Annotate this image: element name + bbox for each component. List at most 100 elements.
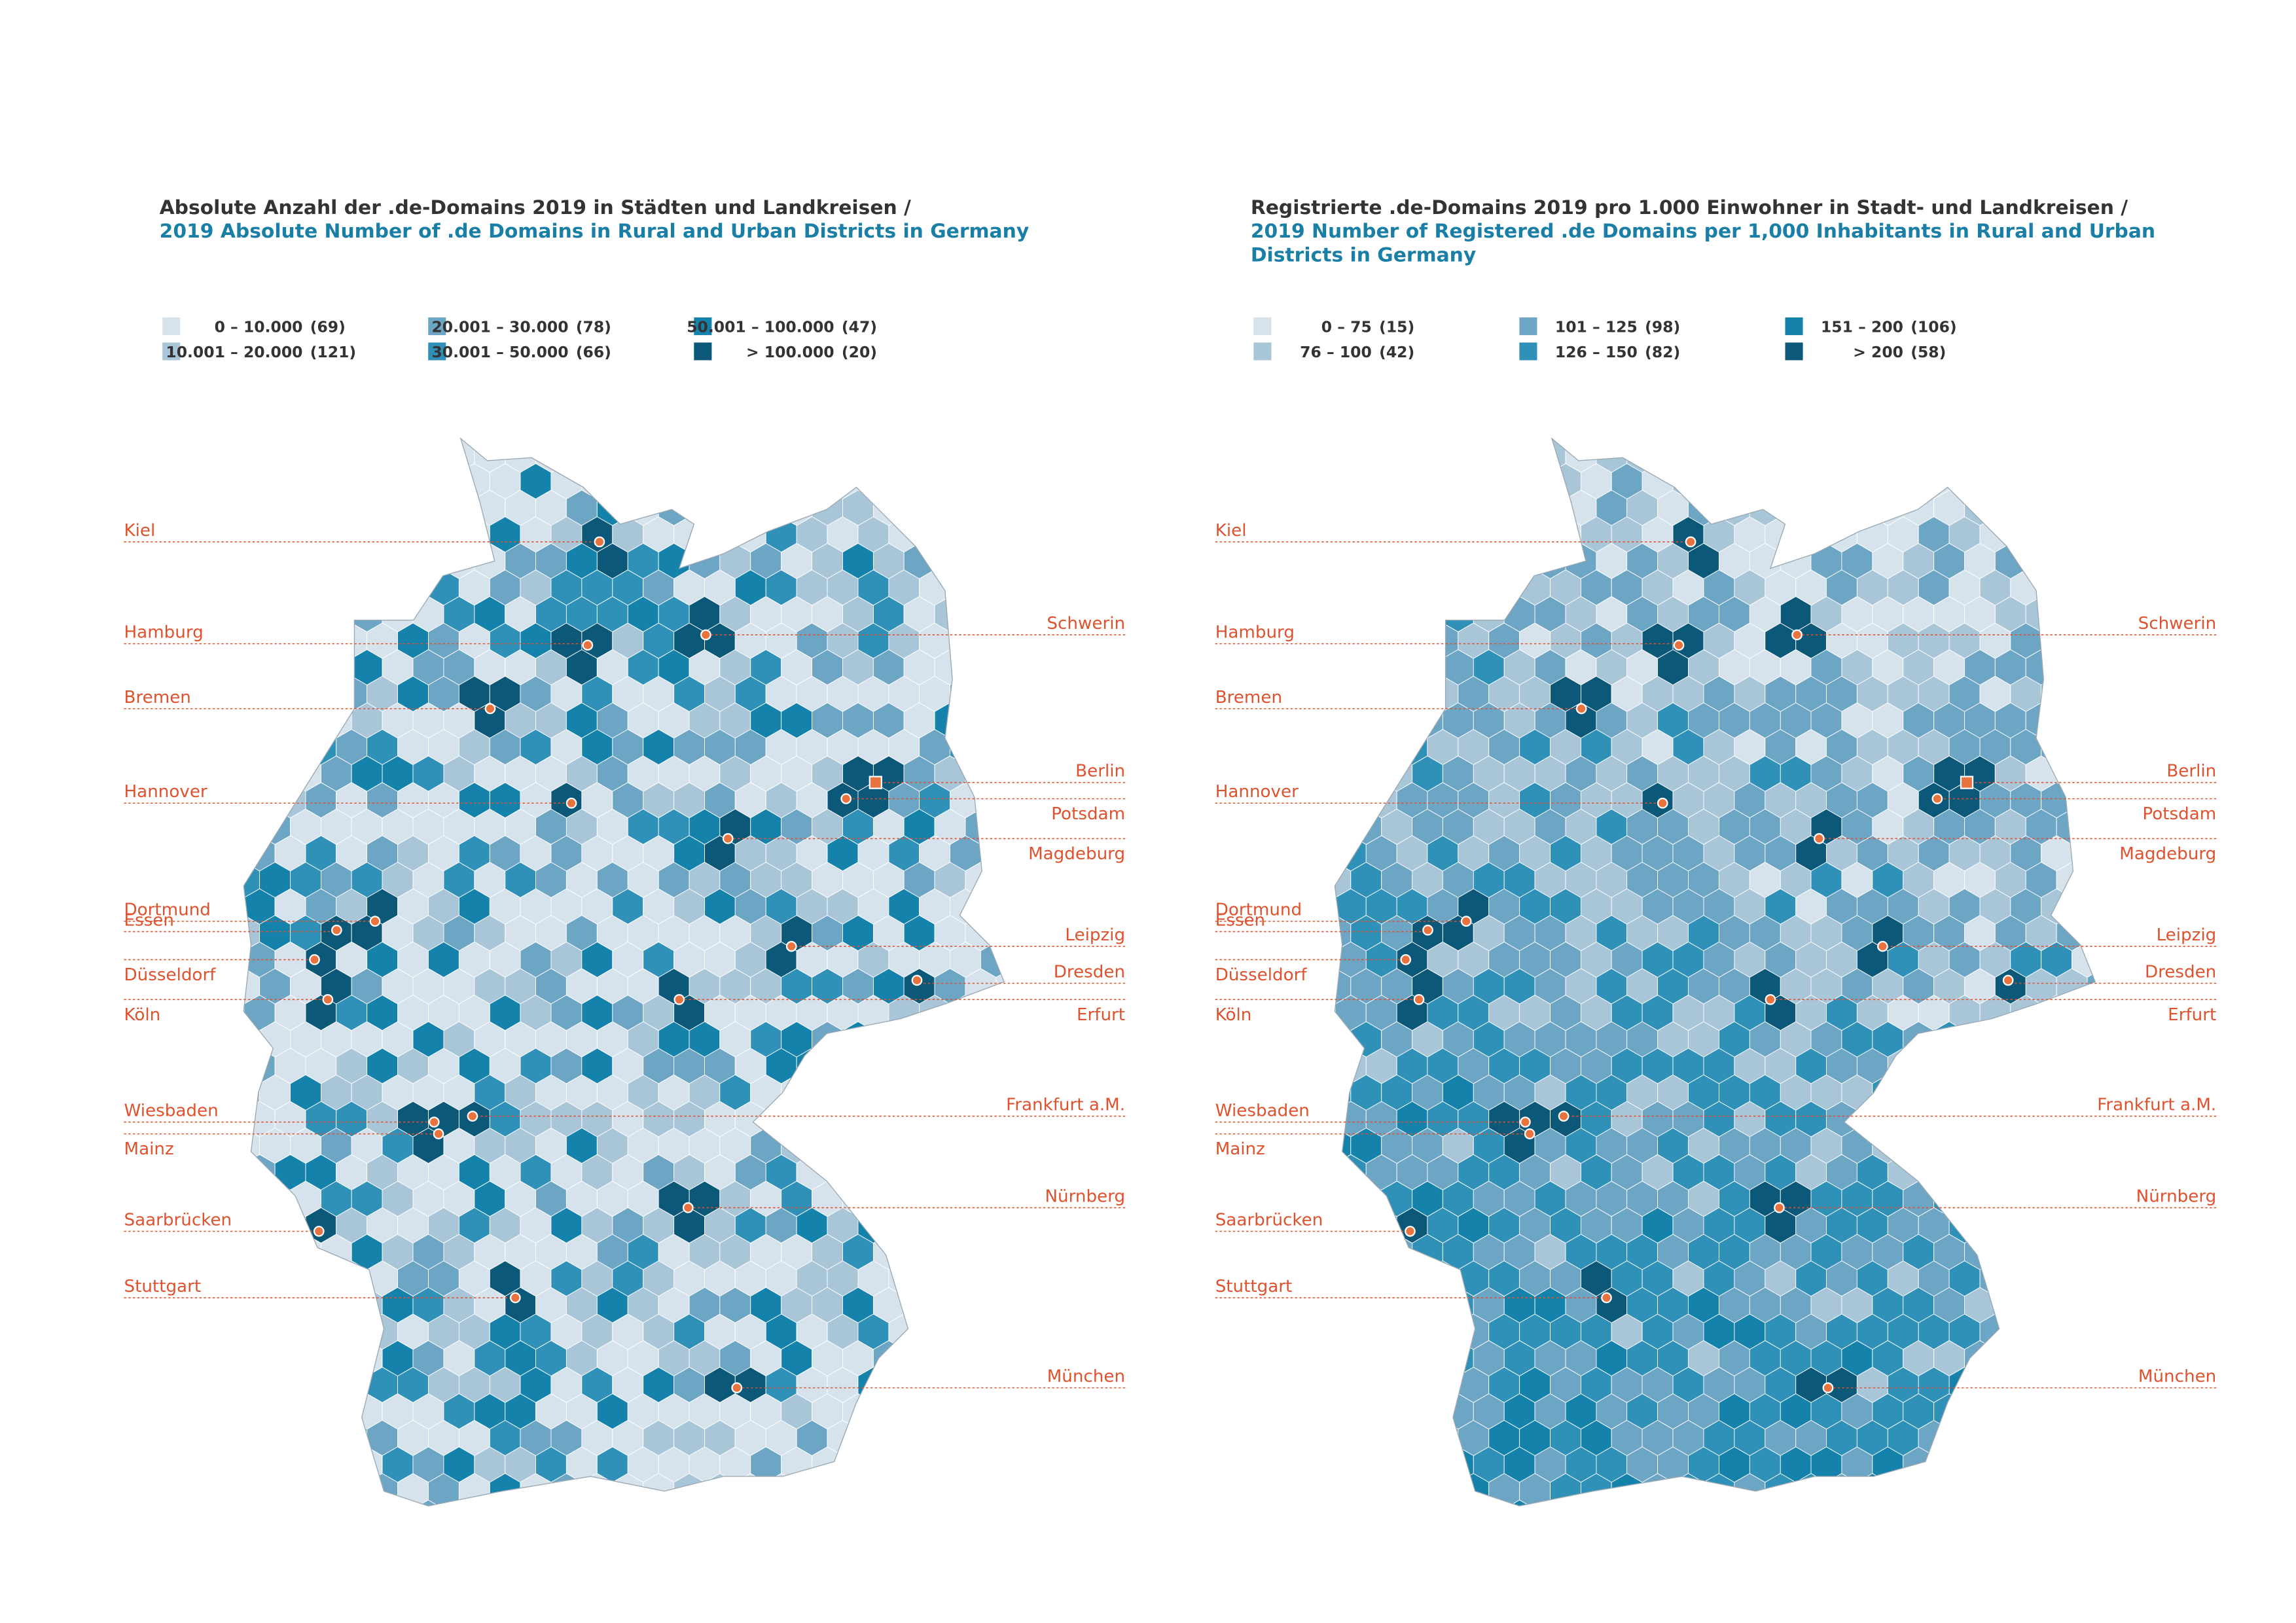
district [996,543,1005,579]
district [980,995,1005,1031]
district [2025,1499,2057,1507]
capital-marker [1960,776,1974,789]
district [243,835,245,872]
district [489,438,521,446]
city-marker [1877,940,1888,952]
district [1335,569,1367,606]
legend-range: 126 – 150 [1555,343,1638,361]
district [1856,438,1888,446]
district [2025,1128,2057,1164]
district [903,1287,935,1323]
district [2025,1021,2057,1058]
district [643,438,675,446]
district [382,438,414,473]
district [565,438,598,473]
district [827,438,859,446]
district [612,438,644,446]
district [919,516,950,553]
district [1473,438,1505,473]
district [827,1472,859,1507]
district [980,782,1005,819]
district [1503,1499,1535,1507]
district [1903,1128,1935,1164]
district [996,649,1005,686]
district [1458,438,1490,446]
district [1365,1472,1397,1507]
district [781,1499,813,1507]
city-label: Dresden [1054,962,1125,982]
district [965,1499,997,1507]
city-label: Kiel [1215,521,1247,541]
city-marker [840,793,852,804]
district [336,1419,368,1456]
district [2056,1128,2088,1164]
district [2041,1472,2073,1507]
district [1335,1313,1336,1350]
district [1335,728,1367,766]
city-marker [673,993,685,1005]
district [1412,1340,1443,1377]
district [2025,1393,2057,1430]
city-label: Wiesbaden [1215,1101,1310,1121]
district [842,1499,874,1507]
district [1933,438,1965,473]
district [243,543,260,579]
legend-range: 50.001 – 100.000 [687,318,834,336]
district [2025,438,2057,473]
district [765,438,797,446]
district [1503,490,1535,526]
district [919,438,950,446]
district [1458,516,1490,553]
district [750,490,782,526]
district [980,1472,1005,1507]
district [996,702,1005,739]
district [857,1419,889,1456]
district [2072,438,2096,446]
district [1365,516,1397,553]
district [1856,1472,1888,1507]
legend-range: 101 – 125 [1555,318,1638,336]
legend-range: 0 – 10.000 [215,318,303,336]
district [1396,516,1428,553]
district [443,490,475,526]
district [965,1340,997,1377]
district [259,1499,291,1507]
district [2072,1207,2096,1244]
district [336,1313,368,1350]
district [1503,543,1535,579]
district [412,490,444,526]
district [1488,438,1520,446]
city-marker [509,1292,521,1304]
map-panel: Absolute Anzahl der .de-Domains 2019 in … [124,196,1126,1507]
district [305,1419,337,1456]
district [1350,438,1382,473]
district [1335,1260,1336,1297]
district [2087,1499,2096,1507]
district [1412,490,1443,526]
district [2056,438,2088,473]
district [1994,1128,2026,1164]
district [643,463,675,500]
city-label: Erfurt [2168,1005,2216,1025]
city-marker [1601,1292,1612,1304]
district [1933,1128,1965,1164]
district [1872,438,1904,473]
district [980,1154,1005,1190]
district [1350,649,1382,686]
legend-count: (20) [842,343,877,361]
district [996,1234,1005,1270]
district [1335,675,1367,712]
district [950,516,981,553]
district [903,1074,935,1111]
legend-range: 30.001 – 50.000 [431,343,568,361]
district [1488,516,1520,553]
district [2056,1499,2088,1507]
district [243,1313,276,1350]
city-label: Essen [124,911,174,931]
map-districts [243,438,1005,1507]
district [412,1499,444,1507]
district [1994,1074,2026,1111]
district [872,1128,905,1164]
district [382,543,414,579]
district [290,1340,321,1377]
